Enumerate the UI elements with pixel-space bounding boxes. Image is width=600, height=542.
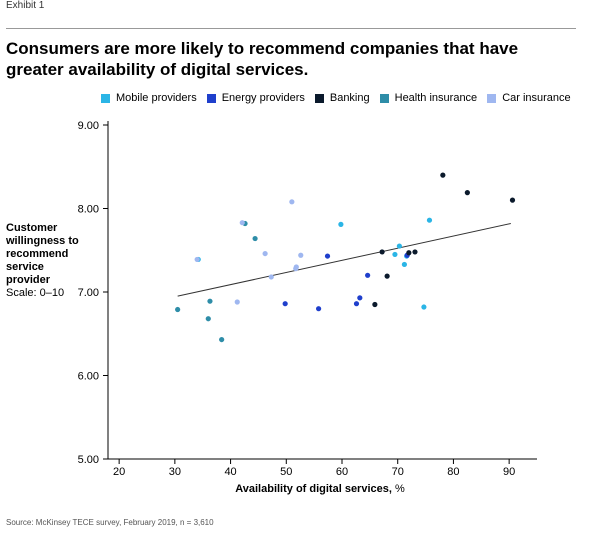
legend-swatch [206, 93, 216, 103]
data-point-energy-providers [316, 306, 322, 312]
y-tick-label: 7.00 [78, 287, 99, 299]
data-point-energy-providers [353, 301, 360, 307]
data-point-banking [464, 190, 470, 196]
data-point-car-insurance [194, 256, 200, 263]
header-divider [6, 28, 576, 29]
trend-line [177, 223, 511, 297]
data-point-banking [384, 273, 390, 279]
x-axis-label: Availability of digital services, % [0, 483, 600, 495]
data-point-car-insurance [298, 252, 304, 258]
data-point-car-insurance [268, 274, 274, 280]
y-tick-label: 6.00 [78, 371, 99, 383]
data-point-banking [412, 249, 418, 255]
data-point-banking [440, 172, 446, 178]
y-tick-label: 9.00 [78, 120, 99, 132]
data-point-mobile-providers [426, 217, 433, 223]
x-tick-label: 40 [224, 466, 236, 478]
legend: Mobile providers Energy providers Banking H… [101, 92, 571, 104]
data-point-health-insurance [252, 235, 258, 242]
legend-label: Car insurance [502, 92, 571, 104]
x-axis-unit: % [395, 483, 405, 495]
x-tick-label: 90 [503, 466, 515, 478]
data-point-car-insurance [262, 250, 268, 257]
data-point-mobile-providers [401, 261, 407, 268]
data-point-mobile-providers [392, 251, 398, 258]
legend-swatch [101, 93, 110, 103]
y-tick-label: 5.00 [78, 454, 99, 466]
y-axis-scale: Scale: 0–10 [6, 287, 65, 299]
legend-item-energy-providers: Energy providers [206, 92, 305, 104]
data-point-energy-providers [357, 295, 363, 301]
data-point-health-insurance [219, 336, 225, 343]
legend-item-banking: Banking [314, 92, 370, 104]
data-point-energy-providers [282, 301, 288, 307]
data-point-banking [509, 197, 516, 203]
x-tick-label: 30 [169, 466, 181, 478]
legend-swatch [314, 93, 324, 103]
data-point-car-insurance [293, 264, 299, 270]
data-point-banking [406, 250, 412, 256]
legend-item-mobile-providers: Mobile providers [101, 92, 197, 104]
legend-label: Health insurance [394, 92, 478, 104]
y-tick-label: 8.00 [78, 204, 99, 216]
data-point-energy-providers [324, 253, 331, 259]
data-point-health-insurance [207, 298, 213, 304]
data-point-car-insurance [234, 299, 240, 305]
x-tick-label: 60 [336, 466, 348, 478]
source-note: Source: McKinsey TECE survey, February 2… [6, 518, 214, 527]
data-point-car-insurance [239, 220, 245, 226]
legend-swatch [379, 93, 389, 103]
data-point-health-insurance [205, 316, 211, 322]
x-tick-label: 80 [447, 466, 459, 478]
chart-title: Consumers are more likely to recommend c… [6, 39, 519, 79]
data-point-energy-providers [365, 272, 371, 278]
data-point-health-insurance [175, 306, 181, 313]
x-tick-label: 70 [392, 466, 404, 478]
data-point-mobile-providers [338, 221, 344, 227]
x-tick-label: 20 [113, 466, 125, 478]
legend-item-car-insurance: Car insurance [487, 92, 571, 104]
legend-label: Banking [329, 92, 370, 104]
x-tick-label: 50 [280, 466, 292, 478]
y-axis-label: Customer willingness to recommend servic… [6, 222, 84, 300]
y-axis-label-text: Customer willingness to recommend servic… [6, 222, 79, 286]
legend-item-health-insurance: Health insurance [379, 92, 478, 104]
data-point-mobile-providers [421, 304, 427, 310]
legend-label: Mobile providers [116, 92, 197, 104]
data-point-banking [372, 301, 378, 308]
data-point-car-insurance [289, 199, 295, 205]
exhibit-label: Exhibit 1 [6, 0, 45, 11]
data-point-mobile-providers [396, 243, 402, 249]
legend-swatch [487, 93, 497, 103]
legend-label: Energy providers [221, 92, 305, 104]
data-point-banking [379, 249, 385, 255]
x-axis-label-text: Availability of digital services, [235, 483, 392, 495]
